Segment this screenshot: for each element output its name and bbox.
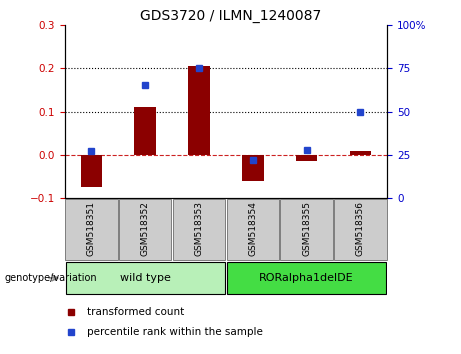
Bar [65,262,225,294]
Bar [227,262,386,294]
Text: RORalpha1delDE: RORalpha1delDE [259,273,354,283]
Bar [65,199,118,259]
Bar [188,66,210,155]
Text: GSM518356: GSM518356 [356,201,365,256]
Text: GSM518355: GSM518355 [302,201,311,256]
Text: GSM518354: GSM518354 [248,201,257,256]
Bar [119,199,171,259]
Bar [81,155,102,187]
Text: GSM518351: GSM518351 [87,201,96,256]
Text: wild type: wild type [120,273,171,283]
Bar [334,199,387,259]
Bar [173,199,225,259]
Text: percentile rank within the sample: percentile rank within the sample [87,327,263,337]
Bar [135,107,156,155]
Text: transformed count: transformed count [87,307,184,317]
Text: GSM518353: GSM518353 [195,201,203,256]
Bar [242,155,264,181]
Bar [280,199,333,259]
Text: GDS3720 / ILMN_1240087: GDS3720 / ILMN_1240087 [140,9,321,23]
Text: GSM518352: GSM518352 [141,201,150,256]
Text: genotype/variation: genotype/variation [5,273,97,283]
Bar [226,199,279,259]
Bar [296,155,317,161]
Bar [349,150,371,155]
